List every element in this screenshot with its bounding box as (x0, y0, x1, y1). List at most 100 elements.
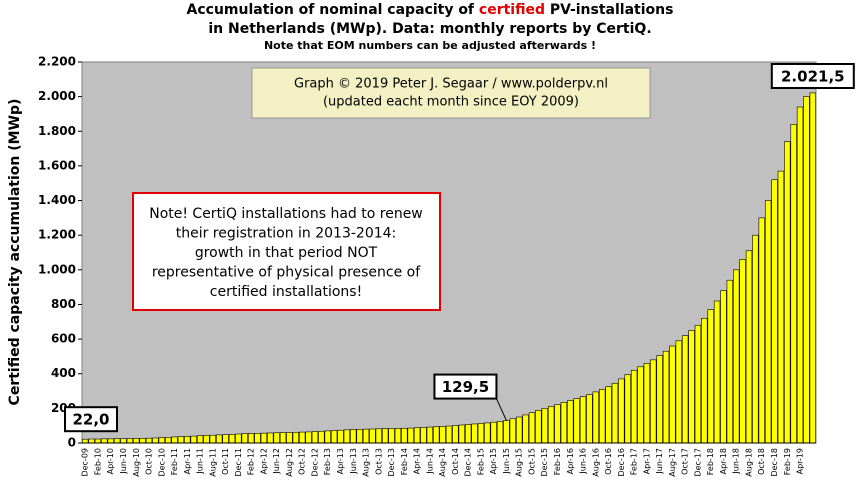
bar (445, 425, 453, 444)
bar (260, 432, 268, 444)
value-label: 22,0 (72, 411, 109, 429)
x-tick-label: Feb-18 (706, 448, 715, 475)
bar (650, 359, 657, 444)
bar (669, 345, 676, 444)
chart-subtitle: Note that EOM numbers can be adjusted af… (264, 39, 596, 52)
y-tick-label: 2.200 (38, 55, 76, 69)
bar (522, 414, 529, 444)
bar (228, 434, 236, 444)
bar (796, 106, 804, 444)
bar (567, 400, 574, 444)
bar (356, 429, 363, 444)
note-text: certified installations! (210, 284, 362, 300)
x-tick-label: Dec-13 (387, 448, 396, 477)
x-tick-label: Dec-09 (81, 448, 90, 477)
x-tick-label: Apr-16 (566, 448, 575, 474)
x-tick-label: Dec-14 (464, 448, 473, 477)
y-tick-label: 800 (51, 297, 76, 311)
bar (420, 427, 427, 444)
x-tick-label: Apr-11 (183, 448, 192, 474)
bar (177, 436, 185, 444)
credit-text: Graph © 2019 Peter J. Segaar / www.polde… (294, 77, 608, 92)
x-tick-label: Apr-12 (259, 448, 268, 474)
bar (330, 430, 338, 444)
x-tick-label: Apr-13 (336, 448, 345, 474)
bar (139, 438, 146, 444)
x-tick-label: Jun-11 (196, 448, 205, 475)
bar (503, 420, 510, 444)
bar (541, 408, 548, 444)
bar (790, 124, 797, 444)
note-text: their registration in 2013-2014: (176, 226, 397, 242)
bar (694, 324, 702, 444)
x-tick-label: Oct-12 (298, 448, 307, 475)
bar (94, 438, 102, 444)
y-tick-label: 400 (51, 366, 76, 380)
x-tick-label: Feb-14 (400, 448, 409, 475)
bar (464, 424, 472, 444)
bar (413, 427, 421, 444)
bar (82, 438, 89, 444)
bar (611, 382, 619, 444)
x-tick-label: Aug-16 (591, 448, 600, 477)
x-tick-label: Feb-13 (323, 448, 332, 475)
bar (209, 434, 217, 444)
bar (433, 426, 440, 444)
bar (196, 435, 204, 444)
bar (152, 437, 159, 444)
bar (362, 428, 370, 444)
x-tick-label: Oct-15 (527, 448, 536, 475)
bar (267, 432, 274, 444)
bar (203, 435, 210, 444)
bar (662, 350, 670, 444)
y-tick-label: 600 (51, 332, 76, 346)
bar (382, 428, 389, 444)
y-tick-label: 1.000 (38, 262, 76, 276)
x-tick-label: Apr-19 (796, 448, 805, 474)
x-tick-label: Jun-17 (655, 448, 664, 475)
bar (624, 374, 631, 444)
bar (599, 389, 606, 444)
bar (803, 96, 810, 444)
bar (107, 438, 114, 444)
bar (675, 340, 682, 444)
bar (324, 430, 331, 444)
x-tick-label: Dec-15 (540, 448, 549, 477)
x-tick-label: Oct-18 (757, 448, 766, 475)
x-tick-label: Jun-10 (119, 448, 128, 475)
x-tick-label: Oct-17 (681, 448, 690, 475)
bar (133, 438, 140, 444)
bar (681, 335, 689, 444)
x-tick-label: Aug-18 (744, 448, 753, 477)
bar (88, 438, 95, 444)
bar (586, 394, 593, 444)
bar (254, 433, 261, 444)
x-tick-label: Aug-15 (515, 448, 524, 477)
x-tick-label: Jun-13 (349, 448, 358, 475)
bar (458, 424, 465, 444)
credit-box (251, 67, 651, 119)
bar (343, 429, 351, 444)
bar (535, 410, 542, 444)
note-text: Note! CertiQ installations had to renew (149, 206, 423, 222)
x-tick-label: Feb-11 (170, 448, 179, 475)
bar (164, 436, 172, 444)
y-tick-label: 1.200 (38, 228, 76, 242)
bar (560, 402, 568, 444)
x-tick-label: Dec-17 (693, 448, 702, 477)
x-tick-label: Feb-16 (553, 448, 562, 475)
bar (579, 396, 587, 444)
bar (509, 418, 516, 444)
bar (126, 438, 134, 444)
x-tick-label: Aug-17 (668, 448, 677, 477)
x-tick-label: Dec-16 (617, 448, 626, 477)
bar (394, 428, 402, 444)
bar (216, 434, 223, 444)
value-label: 129,5 (442, 378, 489, 396)
x-tick-label: Aug-12 (285, 448, 294, 477)
label-leader (495, 398, 507, 421)
bar (247, 433, 255, 444)
chart-title: Accumulation of nominal capacity of cert… (187, 2, 674, 18)
value-label: 2.021,5 (781, 68, 845, 86)
bar (439, 426, 446, 444)
